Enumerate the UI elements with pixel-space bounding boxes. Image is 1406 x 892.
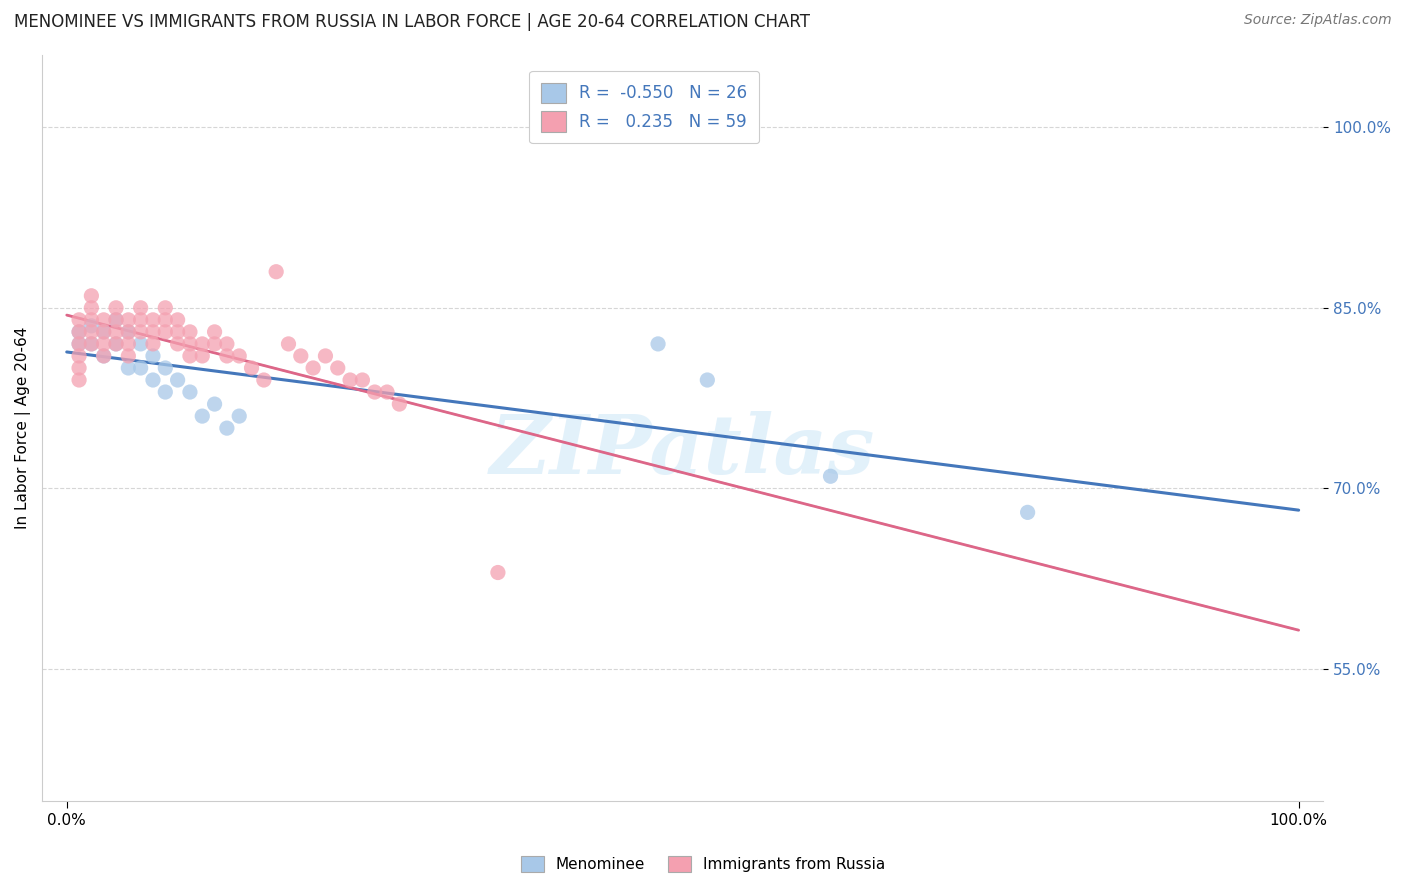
Point (352, 373, 374, 387)
Point (204, 325, 226, 339)
Point (179, 337, 201, 351)
Point (696, 373, 718, 387)
Point (67, 373, 90, 387)
Text: Source: ZipAtlas.com: Source: ZipAtlas.com (1244, 13, 1392, 28)
Point (80, 289, 103, 303)
Point (67, 361, 90, 376)
Point (326, 361, 349, 376)
Point (228, 349, 250, 363)
Point (117, 313, 139, 327)
Text: MENOMINEE VS IMMIGRANTS FROM RUSSIA IN LABOR FORCE | AGE 20-64 CORRELATION CHART: MENOMINEE VS IMMIGRANTS FROM RUSSIA IN L… (14, 13, 810, 31)
Point (204, 337, 226, 351)
Point (375, 385, 398, 400)
Point (93, 337, 115, 351)
Point (80, 313, 103, 327)
Point (67, 337, 90, 351)
Point (142, 325, 165, 339)
Point (166, 325, 188, 339)
Point (155, 301, 177, 315)
Point (80, 301, 103, 315)
Point (117, 349, 139, 363)
Point (364, 385, 387, 400)
Point (191, 409, 214, 423)
Point (179, 349, 201, 363)
Point (117, 325, 139, 339)
Point (191, 337, 214, 351)
Point (105, 337, 128, 351)
Point (166, 313, 188, 327)
Point (80, 318, 103, 333)
Point (129, 361, 152, 376)
Legend: R =  -0.550   N = 26, R =   0.235   N = 59: R = -0.550 N = 26, R = 0.235 N = 59 (530, 71, 759, 144)
Point (142, 337, 165, 351)
Point (105, 325, 128, 339)
Point (80, 325, 103, 339)
Point (105, 313, 128, 327)
Point (129, 325, 152, 339)
Point (67, 337, 90, 351)
Point (105, 337, 128, 351)
Point (240, 361, 263, 376)
Point (264, 265, 287, 279)
Point (93, 325, 115, 339)
Point (129, 313, 152, 327)
Point (80, 337, 103, 351)
Point (93, 313, 115, 327)
Point (155, 361, 177, 376)
Point (142, 349, 165, 363)
Point (179, 325, 201, 339)
Point (314, 349, 336, 363)
Point (129, 301, 152, 315)
Point (142, 373, 165, 387)
Point (67, 325, 90, 339)
Point (166, 337, 188, 351)
Point (290, 349, 312, 363)
Point (93, 349, 115, 363)
Point (166, 373, 188, 387)
Point (117, 337, 139, 351)
Point (105, 301, 128, 315)
Point (155, 385, 177, 400)
Point (142, 313, 165, 327)
Point (117, 361, 139, 376)
Legend: Menominee, Immigrants from Russia: Menominee, Immigrants from Russia (513, 848, 893, 880)
Point (388, 397, 411, 411)
Point (215, 337, 238, 351)
Point (228, 409, 250, 423)
Point (215, 421, 238, 435)
Point (129, 337, 152, 351)
Point (339, 373, 361, 387)
Point (67, 313, 90, 327)
Y-axis label: In Labor Force | Age 20-64: In Labor Force | Age 20-64 (15, 327, 31, 529)
Point (277, 337, 299, 351)
Point (67, 325, 90, 339)
Point (67, 349, 90, 363)
Point (93, 349, 115, 363)
Point (647, 337, 669, 351)
Text: ZIPatlas: ZIPatlas (489, 410, 876, 491)
Point (117, 325, 139, 339)
Point (820, 469, 842, 483)
Point (302, 361, 325, 376)
Point (1017, 505, 1039, 519)
Point (486, 566, 509, 580)
Point (253, 373, 276, 387)
Point (155, 325, 177, 339)
Point (179, 385, 201, 400)
Point (105, 313, 128, 327)
Point (215, 349, 238, 363)
Point (204, 397, 226, 411)
Point (191, 349, 214, 363)
Point (80, 337, 103, 351)
Point (93, 325, 115, 339)
Point (155, 313, 177, 327)
